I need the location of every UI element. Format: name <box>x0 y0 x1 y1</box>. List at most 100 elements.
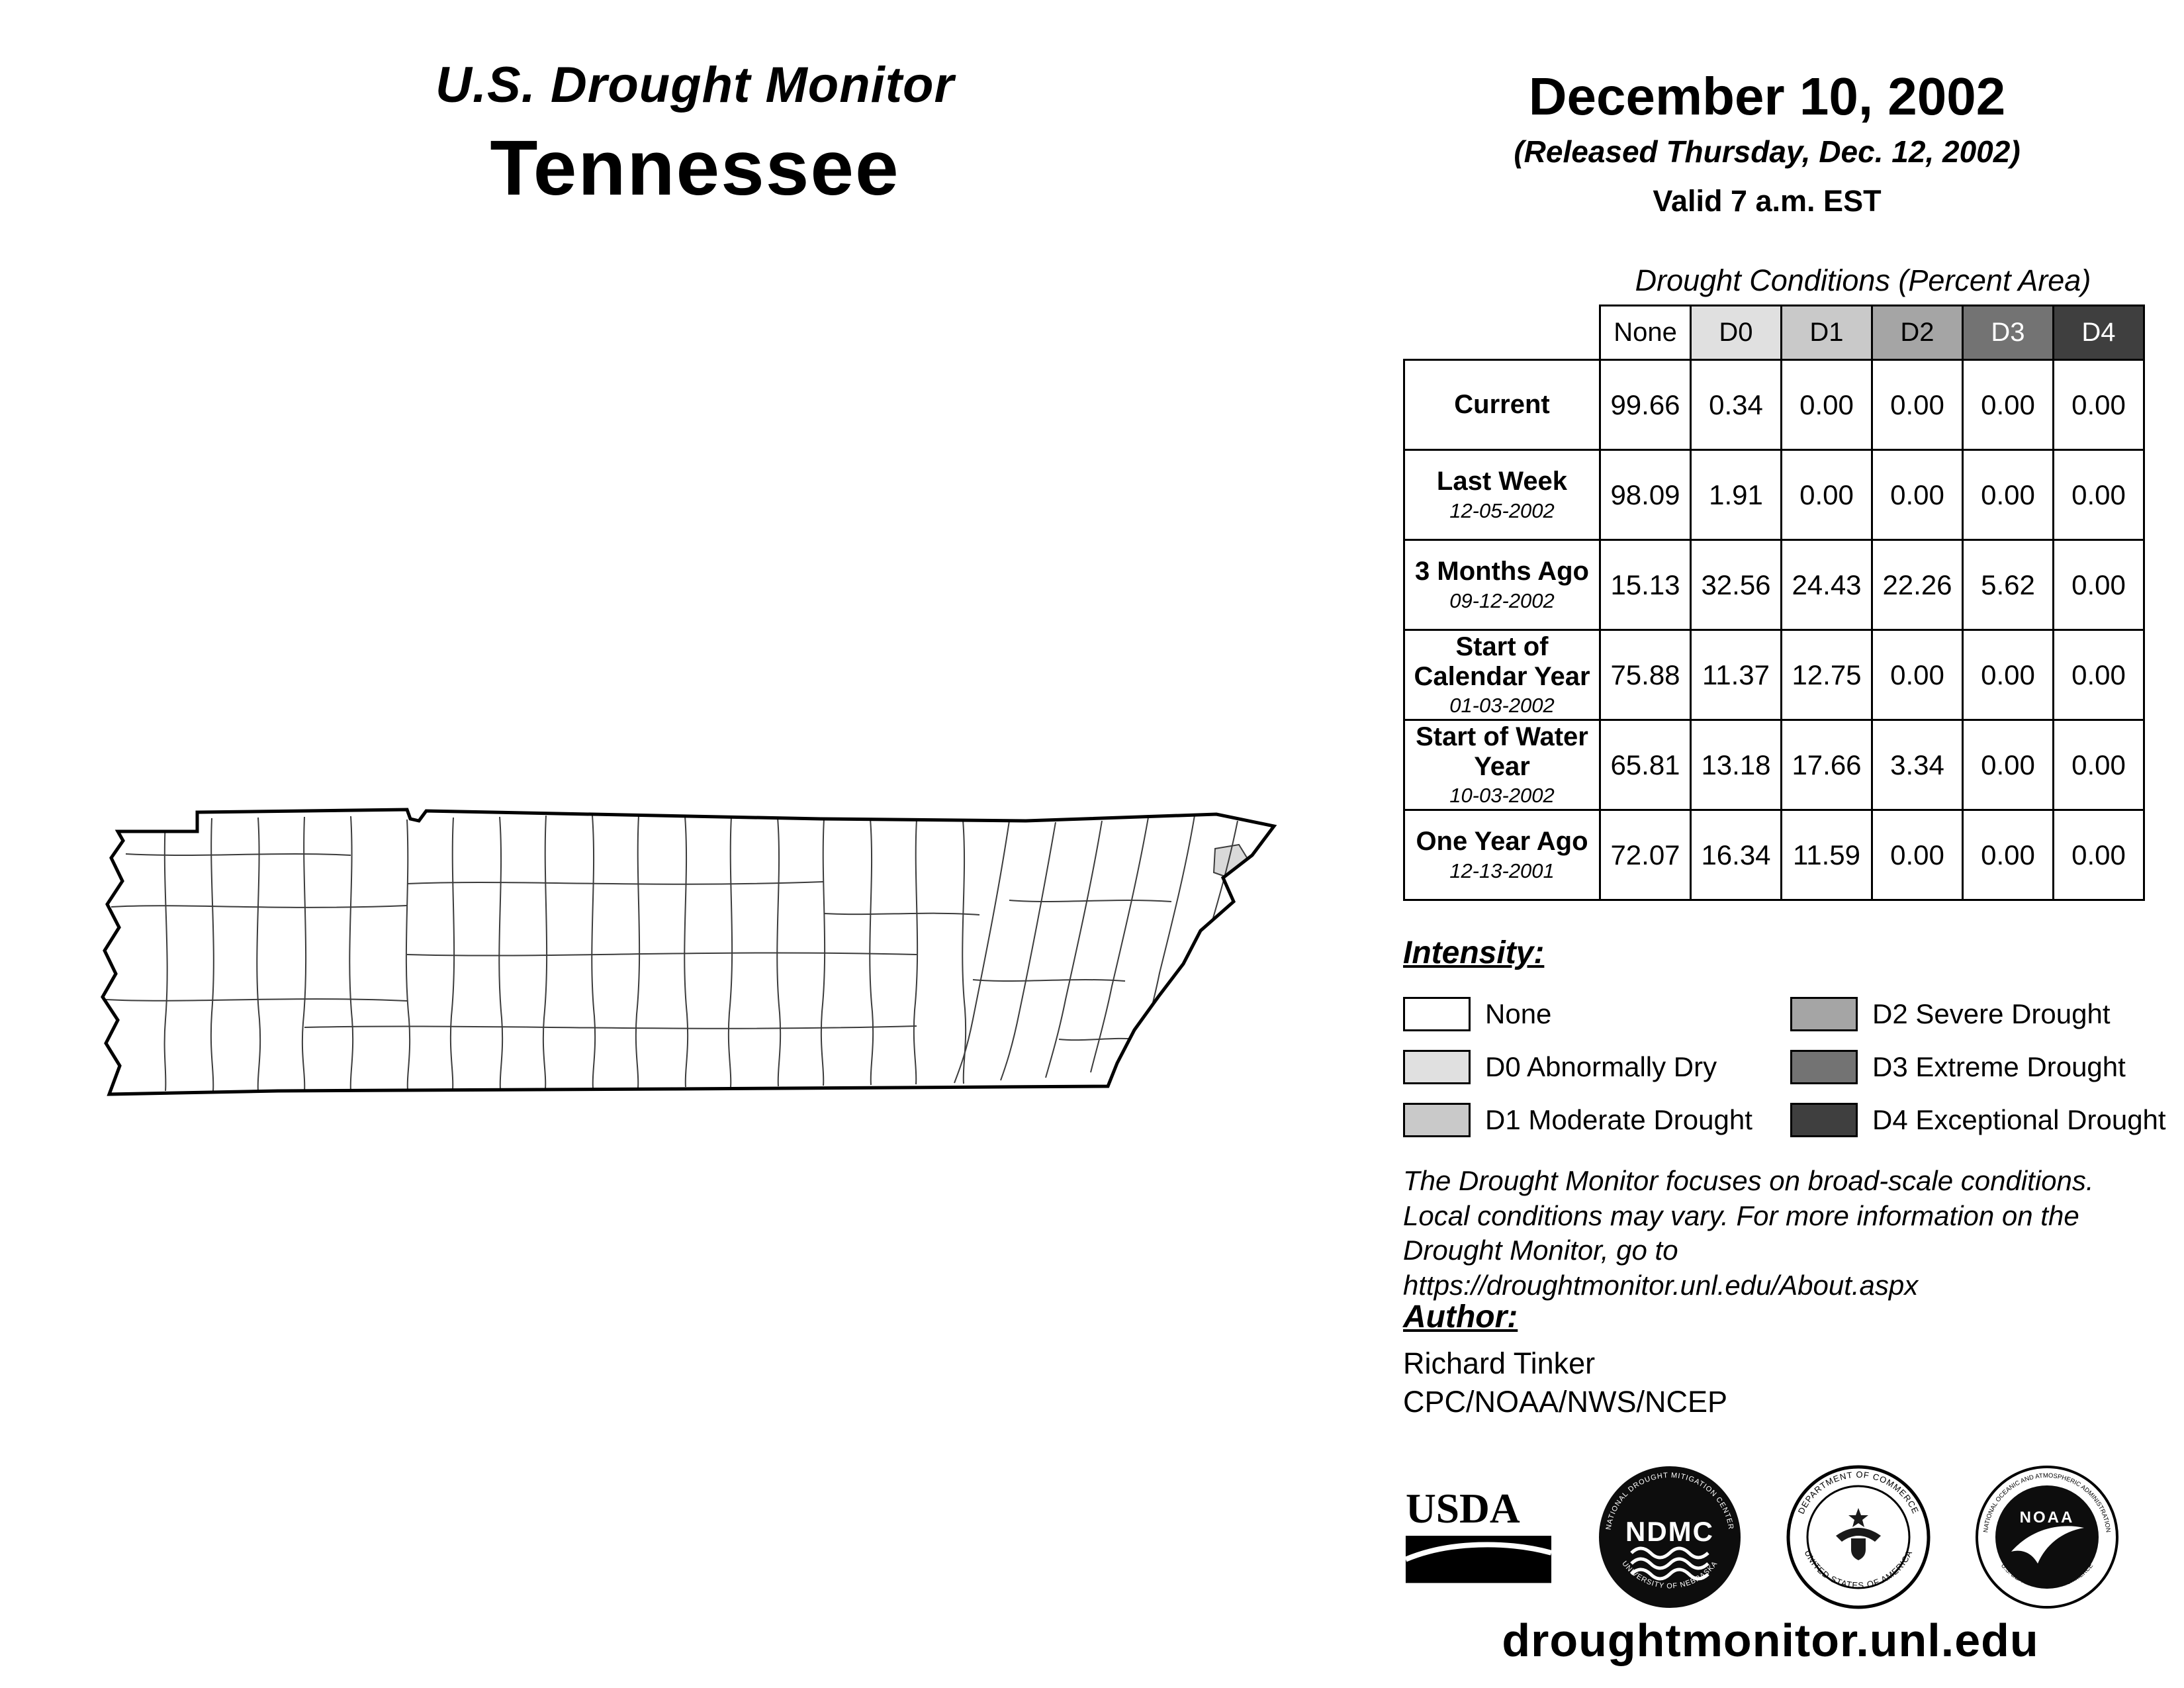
agency-logos: USDA NATIONAL DROUGHT MITIGATION CENTER … <box>1403 1464 2120 1613</box>
table-cell: 0.00 <box>2052 449 2145 541</box>
table-cell: 0.00 <box>1871 449 1964 541</box>
table-cell: 0.00 <box>1871 809 1964 901</box>
table-row-start-calendar-year: Start of Calendar Year 01-03-2002 75.88 1… <box>1403 629 2145 721</box>
legend-item-d1: D1 Moderate Drought <box>1403 1103 1790 1137</box>
doc-logo-svg: DEPARTMENT OF COMMERCE UNITED STATES OF … <box>1786 1465 1931 1609</box>
table-cell: 15.13 <box>1599 539 1692 631</box>
table-cell: 0.00 <box>2052 629 2145 721</box>
table-cell: 0.00 <box>2052 539 2145 631</box>
table-caption: Drought Conditions (Percent Area) <box>1635 263 2091 297</box>
legend-item-d2: D2 Severe Drought <box>1790 997 2177 1031</box>
legend-swatch-d4 <box>1790 1103 1858 1137</box>
legend-label: D2 Severe Drought <box>1872 998 2111 1029</box>
doc-logo: DEPARTMENT OF COMMERCE UNITED STATES OF … <box>1786 1464 1931 1613</box>
table-cell: 24.43 <box>1780 539 1873 631</box>
legend-item-d4: D4 Exceptional Drought <box>1790 1103 2177 1137</box>
noaa-logo-svg: NATIONAL OCEANIC AND ATMOSPHERIC ADMINIS… <box>1976 1466 2118 1609</box>
intensity-legend: None D0 Abnormally Dry D1 Moderate Droug… <box>1403 988 2177 1147</box>
row-label: Start of Calendar Year 01-03-2002 <box>1403 629 1601 721</box>
table-row-current: Current 99.66 0.34 0.00 0.00 0.00 0.00 <box>1403 359 2145 451</box>
state-fill <box>103 810 1274 1094</box>
table-cell: 0.00 <box>2052 719 2145 811</box>
table-cell: 65.81 <box>1599 719 1692 811</box>
page-title: U.S. Drought Monitor <box>435 57 955 113</box>
column-header-d4: D4 <box>2052 305 2145 361</box>
table-cell: 0.00 <box>1962 359 2054 451</box>
table-cell: 98.09 <box>1599 449 1692 541</box>
svg-text:NOAA: NOAA <box>2020 1509 2075 1526</box>
legend-label: D3 Extreme Drought <box>1872 1051 2126 1082</box>
column-header-d1: D1 <box>1780 305 1873 361</box>
legend-swatch-none <box>1403 997 1471 1031</box>
column-header-none: None <box>1599 305 1692 361</box>
table-cell: 0.34 <box>1690 359 1782 451</box>
table-cell: 32.56 <box>1690 539 1782 631</box>
legend-label: D1 Moderate Drought <box>1485 1104 1752 1135</box>
usda-logo: USDA <box>1403 1483 1554 1594</box>
table-cell: 75.88 <box>1599 629 1692 721</box>
table-row-3-months-ago: 3 Months Ago 09-12-2002 15.13 32.56 24.43… <box>1403 539 2145 631</box>
table-corner-cell <box>1404 305 1600 360</box>
legend-item-d3: D3 Extreme Drought <box>1790 1050 2177 1084</box>
table-cell: 0.00 <box>2052 809 2145 901</box>
svg-text:USDA: USDA <box>1406 1485 1520 1532</box>
table-row-last-week: Last Week 12-05-2002 98.09 1.91 0.00 0.00… <box>1403 449 2145 541</box>
title-block: U.S. Drought Monitor Tennessee <box>199 56 1191 213</box>
row-label: Current <box>1403 359 1601 451</box>
column-header-d3: D3 <box>1962 305 2054 361</box>
legend-label: D4 Exceptional Drought <box>1872 1104 2166 1135</box>
author-organization: CPC/NOAA/NWS/NCEP <box>1403 1385 1728 1419</box>
table-cell: 0.00 <box>1962 809 2054 901</box>
row-label: Last Week 12-05-2002 <box>1403 449 1601 541</box>
legend-swatch-d0 <box>1403 1050 1471 1084</box>
row-label: 3 Months Ago 09-12-2002 <box>1403 539 1601 631</box>
table-row-one-year-ago: One Year Ago 12-13-2001 72.07 16.34 11.59… <box>1403 809 2145 901</box>
date-block: December 10, 2002 (Released Thursday, De… <box>1410 66 2124 218</box>
legend-item-d0: D0 Abnormally Dry <box>1403 1050 1790 1084</box>
table-cell: 11.59 <box>1780 809 1873 901</box>
table-cell: 0.00 <box>2052 359 2145 451</box>
svg-text:NDMC: NDMC <box>1625 1516 1714 1547</box>
tennessee-map-svg <box>101 808 1277 1096</box>
row-label: One Year Ago 12-13-2001 <box>1403 809 1601 901</box>
author-heading: Author: <box>1403 1299 1518 1335</box>
table-cell: 17.66 <box>1780 719 1873 811</box>
ndmc-logo: NATIONAL DROUGHT MITIGATION CENTER UNIVE… <box>1597 1464 1743 1613</box>
valid-time: Valid 7 a.m. EST <box>1653 184 1882 218</box>
table-cell: 99.66 <box>1599 359 1692 451</box>
legend-swatch-d3 <box>1790 1050 1858 1084</box>
region-title: Tennessee <box>490 124 900 212</box>
website-url: droughtmonitor.unl.edu <box>1502 1615 2039 1666</box>
usda-logo-svg: USDA <box>1404 1485 1553 1583</box>
ndmc-waves-icon <box>1630 1546 1709 1581</box>
intensity-heading: Intensity: <box>1403 935 1545 970</box>
legend-swatch-d1 <box>1403 1103 1471 1137</box>
table-cell: 0.00 <box>1962 629 2054 721</box>
table-cell: 0.00 <box>1962 449 2054 541</box>
report-date: December 10, 2002 <box>1528 67 2006 126</box>
legend-label: None <box>1485 998 1552 1029</box>
table-cell: 1.91 <box>1690 449 1782 541</box>
table-cell: 5.62 <box>1962 539 2054 631</box>
table-cell: 13.18 <box>1690 719 1782 811</box>
county-boundaries <box>105 815 1251 1092</box>
row-label: Start of Water Year 10-03-2002 <box>1403 719 1601 811</box>
noaa-logo: NATIONAL OCEANIC AND ATMOSPHERIC ADMINIS… <box>1974 1464 2120 1613</box>
table-cell: 11.37 <box>1690 629 1782 721</box>
table-cell: 72.07 <box>1599 809 1692 901</box>
table-cell: 3.34 <box>1871 719 1964 811</box>
table-cell: 0.00 <box>1871 359 1964 451</box>
legend-label: D0 Abnormally Dry <box>1485 1051 1717 1082</box>
doc-eagle-icon <box>1836 1508 1881 1560</box>
column-header-d0: D0 <box>1690 305 1782 361</box>
table-cell: 16.34 <box>1690 809 1782 901</box>
tennessee-map <box>79 781 1310 1132</box>
disclaimer-text: The Drought Monitor focuses on broad-sca… <box>1403 1165 2094 1301</box>
table-cell: 22.26 <box>1871 539 1964 631</box>
released-date: (Released Thursday, Dec. 12, 2002) <box>1514 134 2021 169</box>
legend-item-none: None <box>1403 997 1790 1031</box>
column-header-d2: D2 <box>1871 305 1964 361</box>
table-cell: 0.00 <box>1780 449 1873 541</box>
state-outline <box>101 808 1277 1096</box>
